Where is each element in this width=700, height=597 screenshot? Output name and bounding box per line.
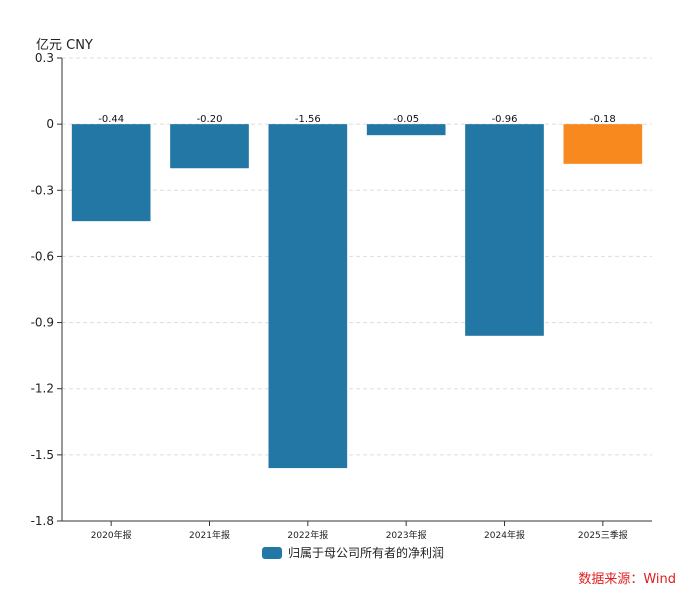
data-label: -1.56: [295, 114, 321, 125]
y-tick-label: 0.3: [35, 51, 54, 65]
x-tick-label: 2021年报: [189, 529, 230, 541]
x-tick-label: 2022年报: [287, 529, 328, 541]
y-tick-label: -1.2: [31, 382, 54, 396]
bar-2: [170, 124, 249, 169]
y-tick-label: -1.8: [31, 514, 54, 528]
legend: 归属于母公司所有者的净利润: [262, 544, 444, 561]
y-axis-unit-label: 亿元 CNY: [36, 38, 93, 53]
y-tick-label: -0.9: [31, 316, 54, 330]
x-tick-label: 2025三季报: [578, 529, 628, 541]
source-label: 数据来源：Wind: [578, 572, 676, 587]
bar-1: [71, 124, 151, 222]
x-tick-label: 2024年报: [484, 529, 525, 541]
bar-5: [465, 124, 544, 336]
bar-4: [366, 124, 446, 136]
data-label: -0.05: [393, 114, 419, 125]
x-tick-label: 2020年报: [91, 529, 132, 541]
legend-swatch: [262, 546, 282, 559]
bar-6: [563, 124, 643, 164]
legend-label: 归属于母公司所有者的净利润: [288, 546, 445, 560]
data-label: -0.20: [197, 114, 223, 125]
y-tick-label: -0.3: [31, 183, 54, 197]
data-label: -0.18: [590, 114, 616, 125]
data-label: -0.96: [492, 114, 518, 125]
y-tick-label: -0.6: [31, 249, 54, 263]
data-label: -0.44: [98, 114, 124, 125]
y-tick-label: -1.5: [31, 448, 54, 462]
x-tick-label: 2023年报: [386, 529, 427, 541]
y-tick-label: 0: [46, 117, 54, 131]
bar-3: [268, 124, 348, 469]
